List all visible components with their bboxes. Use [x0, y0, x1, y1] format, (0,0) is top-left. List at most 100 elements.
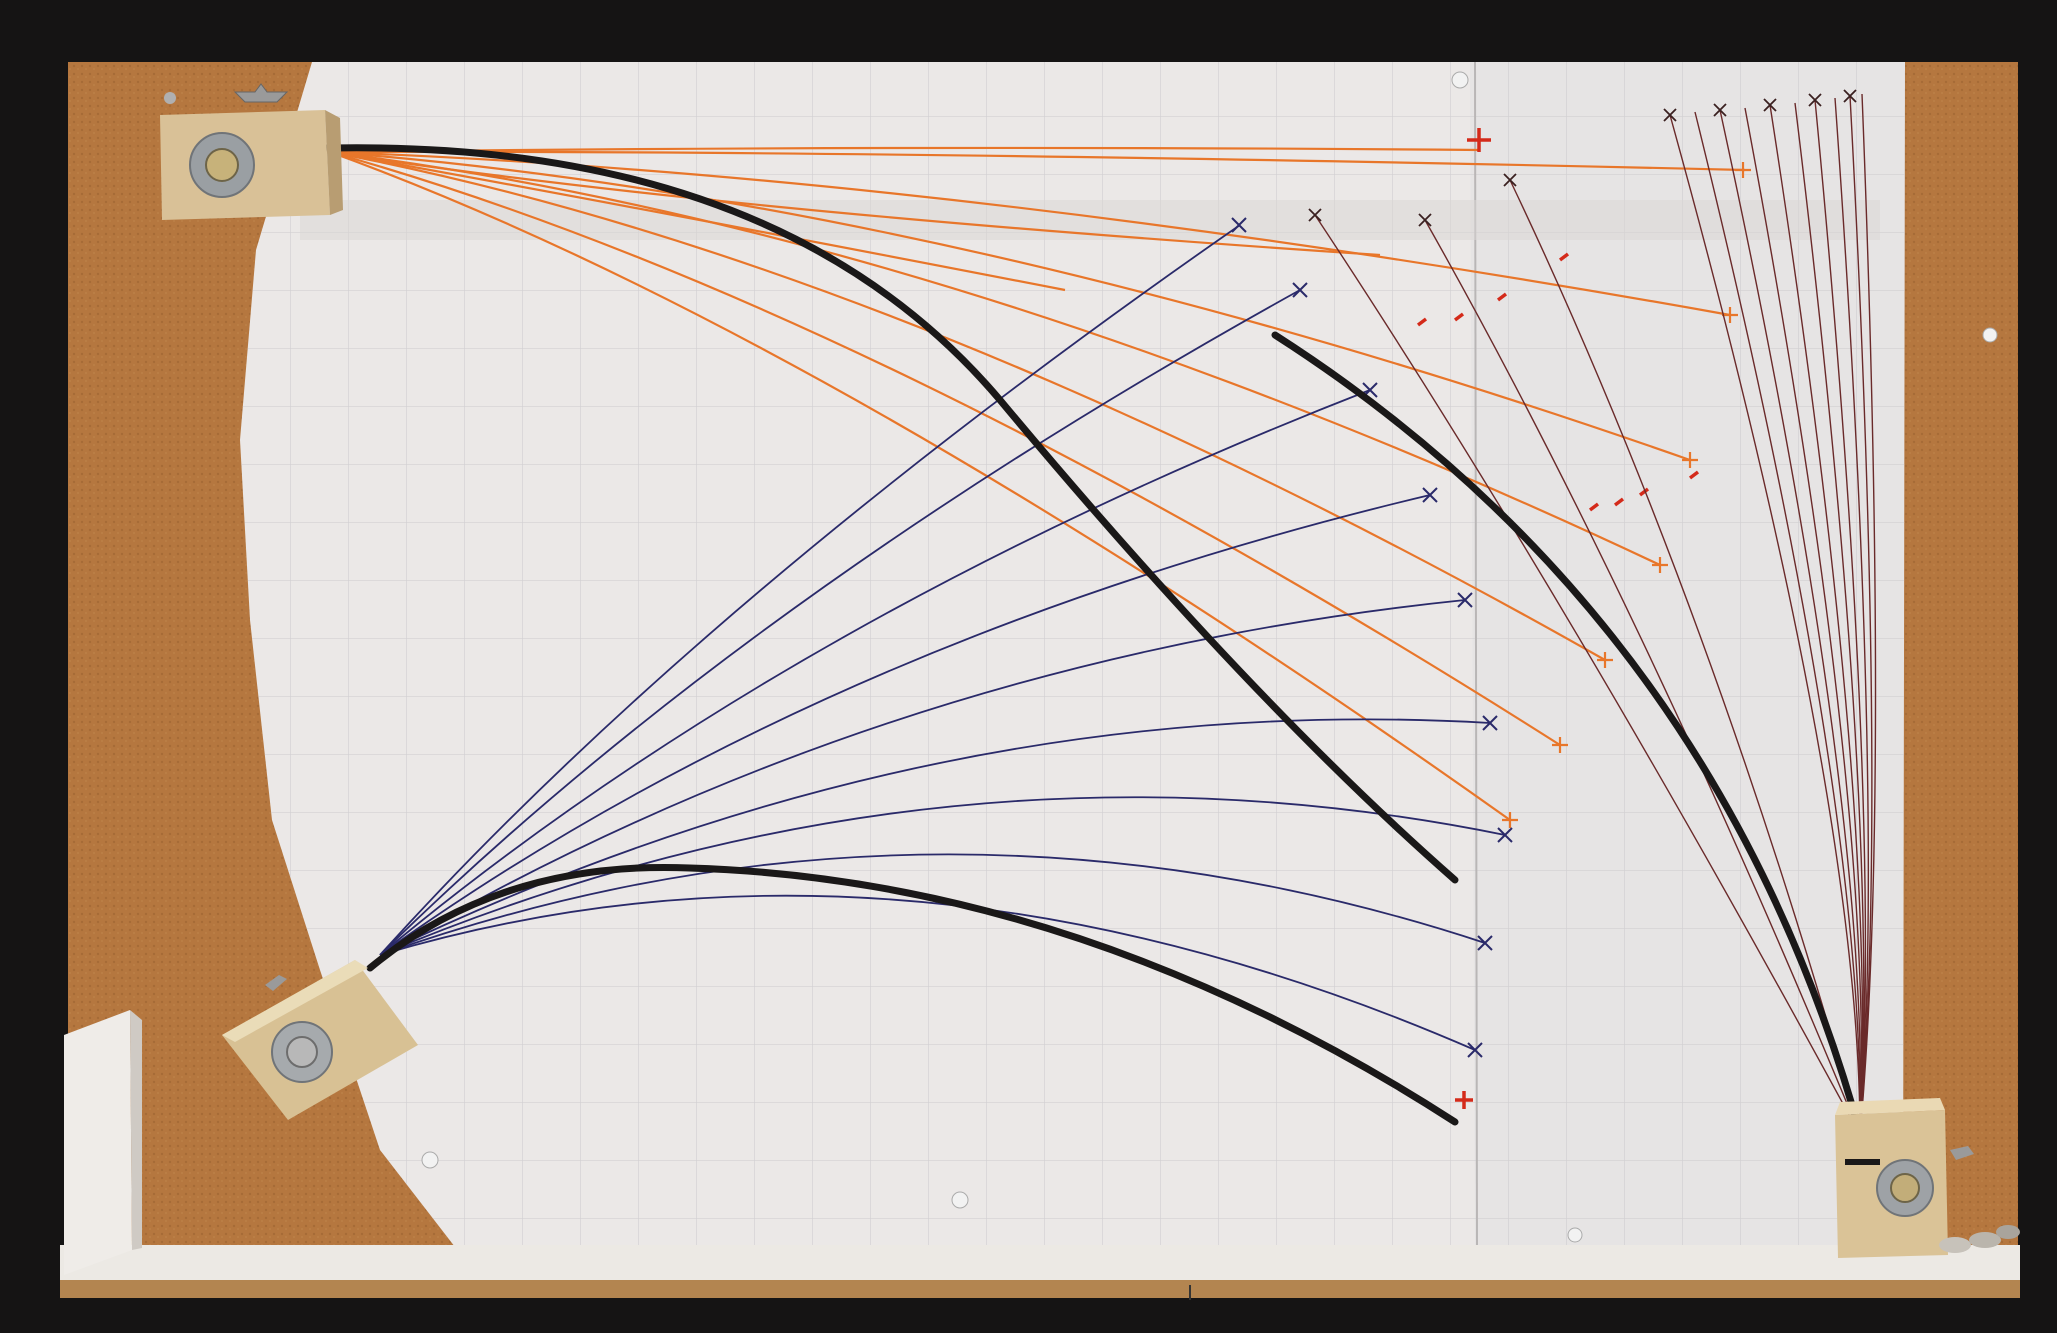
wood-block-side — [325, 110, 343, 215]
bolt-head — [1890, 1173, 1920, 1203]
orange-curve — [329, 150, 1511, 821]
plus-mark — [1652, 557, 1668, 573]
clamp-bottom-right — [1835, 1098, 1974, 1258]
bottom-shelf — [60, 1010, 2020, 1300]
orange-curve — [329, 150, 1691, 462]
maroon-curve — [1314, 214, 1861, 1136]
plus-mark — [1722, 307, 1738, 323]
navy-x-mark — [1231, 217, 1247, 233]
navy-x-mark — [1292, 282, 1308, 298]
orange-end-marks — [1502, 162, 1751, 828]
orange-curve — [329, 150, 1066, 292]
plus-mark — [1502, 812, 1518, 828]
orange-curve — [329, 150, 1561, 746]
clamp-top-left — [160, 83, 343, 220]
maroon-x-mark — [1713, 103, 1727, 117]
orange-curve — [329, 150, 1746, 172]
maroon-curve — [1849, 95, 1873, 1136]
shelf-board — [60, 1245, 2020, 1283]
maroon-curve — [1719, 109, 1862, 1136]
maroon-curve — [1424, 219, 1861, 1136]
navy-x-mark — [1482, 715, 1498, 731]
red-tick — [1416, 317, 1428, 327]
red-tick — [1613, 497, 1625, 507]
navy-curve — [379, 494, 1431, 956]
maroon-curve — [1834, 97, 1870, 1136]
pushpin — [951, 1191, 969, 1209]
maroon-x-mark — [1843, 89, 1857, 103]
maroon-curve — [1669, 114, 1861, 1136]
maroon-x-mark — [1418, 213, 1432, 227]
black-strip-middle — [1271, 331, 1866, 1144]
navy-x-mark — [1477, 935, 1493, 951]
red-tick — [1638, 487, 1650, 497]
wood-block-top — [1835, 1098, 1945, 1115]
orange-curve — [329, 150, 1731, 317]
black-strip-bottom — [366, 863, 1459, 1126]
pushpin — [1567, 1227, 1583, 1243]
maroon-curve — [1769, 104, 1864, 1136]
navy-curve — [379, 894, 1476, 1051]
maroon-curve — [1744, 107, 1863, 1136]
navy-curve — [379, 389, 1371, 956]
red-tick — [1453, 312, 1465, 322]
orange-curve — [329, 146, 1481, 154]
red-tick — [1588, 502, 1600, 512]
wing-nut — [233, 83, 289, 103]
maroon-curve — [1794, 102, 1865, 1136]
maroon-curve — [1694, 111, 1861, 1136]
wing-nut — [1950, 1146, 1974, 1160]
screw-head — [164, 92, 176, 104]
plus-mark — [1735, 162, 1751, 178]
maroon-x-mark — [1503, 173, 1517, 187]
maroon-x-mark — [1808, 93, 1822, 107]
maroon-curve — [1859, 93, 1877, 1136]
loose-washer — [1996, 1225, 2020, 1239]
bolt-head — [286, 1036, 318, 1068]
navy-x-mark — [1497, 827, 1513, 843]
maroon-x-mark — [1763, 98, 1777, 112]
navy-x-mark — [1457, 592, 1473, 608]
navy-curve — [379, 289, 1301, 956]
pushpin — [1982, 327, 1998, 343]
navy-x-mark — [1467, 1042, 1483, 1058]
wood-block-top — [222, 960, 368, 1042]
loose-washers — [1939, 1225, 2020, 1253]
maroon-end-marks — [1308, 89, 1857, 227]
pushpins — [421, 71, 1998, 1243]
navy-curve — [379, 853, 1486, 956]
loose-washer — [1939, 1237, 1971, 1253]
plus-mark — [1597, 652, 1613, 668]
red-plus-mark — [1467, 128, 1491, 152]
red-tick — [1558, 252, 1570, 262]
navy-curve — [379, 599, 1466, 956]
red-marks — [1416, 128, 1700, 1109]
navy-end-marks — [1231, 217, 1513, 1058]
left-bracket — [64, 1010, 132, 1275]
red-tick — [1496, 292, 1508, 302]
navy-curve — [379, 796, 1506, 956]
left-bracket-side — [130, 1010, 142, 1250]
paper-grid — [240, 62, 1905, 1247]
wing-nut — [265, 975, 287, 991]
paper-sheet — [240, 61, 1905, 1248]
maroon-curve — [1509, 179, 1861, 1136]
maroon-curve — [1814, 99, 1867, 1136]
maroon-x-mark — [1663, 108, 1677, 122]
loose-washer — [1969, 1232, 2001, 1248]
maroon-curves — [1314, 93, 1877, 1136]
navy-curve — [379, 224, 1241, 956]
maroon-x-mark — [1308, 208, 1322, 222]
navy-x-mark — [1422, 487, 1438, 503]
clamp-bottom-left — [222, 960, 418, 1120]
red-plus-mark — [1455, 1091, 1473, 1109]
plus-mark — [1682, 452, 1698, 468]
shelf-edge — [60, 1280, 2020, 1298]
pushpin — [1451, 71, 1469, 89]
red-tick — [1688, 470, 1700, 480]
bolt-head — [205, 148, 239, 182]
black-strip-top — [326, 144, 1459, 884]
orange-curve — [329, 150, 1381, 257]
plus-mark — [1552, 737, 1568, 753]
